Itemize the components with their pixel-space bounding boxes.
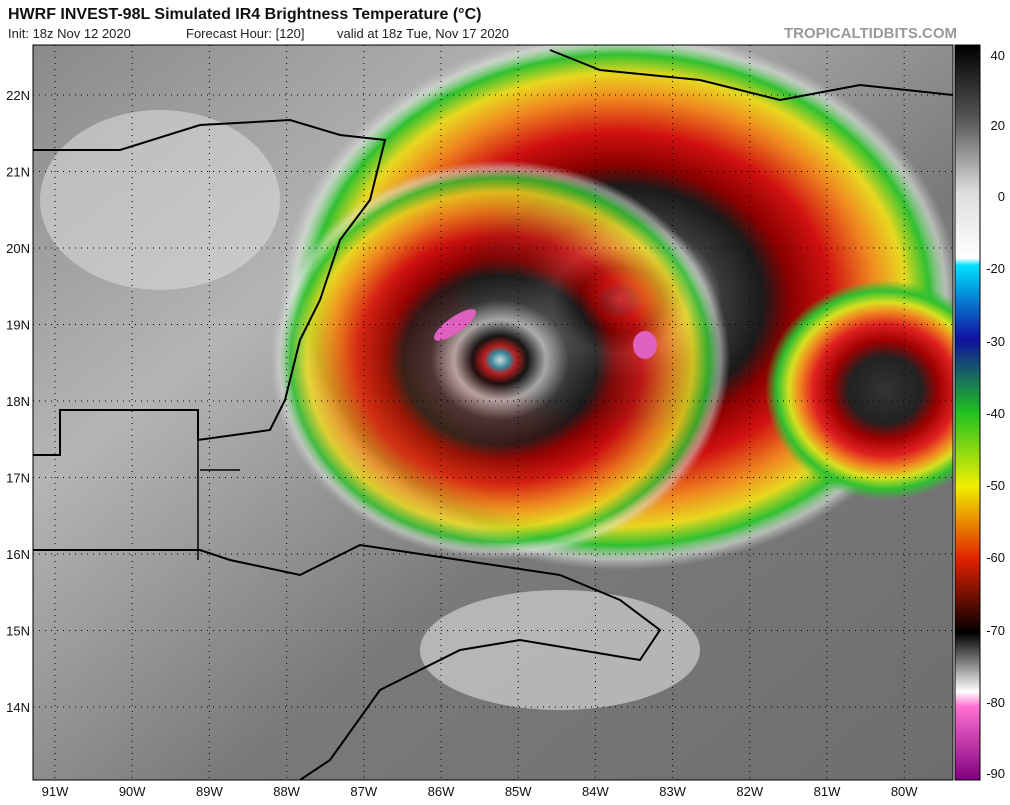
coastline [33, 118, 387, 456]
lat-label: 22N [6, 88, 30, 103]
border [197, 440, 240, 560]
lon-label: 83W [659, 784, 686, 799]
map-frame [32, 44, 954, 781]
colorbar-tick-label: -30 [986, 334, 1005, 349]
credit: TROPICALTIDBITS.COM [784, 25, 957, 42]
lon-label: 85W [505, 784, 532, 799]
lat-label: 20N [6, 241, 30, 256]
cold-top [434, 309, 476, 341]
valid-time: valid at 18z Tue, Nov 17 2020 [337, 26, 509, 41]
lon-label: 86W [428, 784, 455, 799]
colorbar-tick-label: 20 [991, 118, 1005, 133]
lon-label: 88W [273, 784, 300, 799]
lon-label: 91W [42, 784, 69, 799]
lat-label: 16N [6, 547, 30, 562]
lon-label: 80W [891, 784, 918, 799]
colorbar-tick-label: -70 [986, 623, 1005, 638]
lat-label: 14N [6, 700, 30, 715]
cloud [40, 110, 280, 290]
lon-label: 82W [736, 784, 763, 799]
lon-label: 84W [582, 784, 609, 799]
graticule [33, 45, 953, 780]
title: HWRF INVEST-98L Simulated IR4 Brightness… [8, 6, 481, 23]
lat-label: 19N [6, 318, 30, 333]
lat-label: 15N [6, 624, 30, 639]
cold-top [633, 331, 657, 359]
colorbar-tick-label: -90 [986, 766, 1005, 781]
coastline [33, 543, 662, 780]
map [33, 45, 953, 780]
storm-core [270, 160, 730, 560]
colorbar [954, 44, 981, 781]
colorbar-tick-label: -40 [986, 406, 1005, 421]
coastline [549, 49, 953, 102]
colorbar-tick-label: 0 [998, 189, 1005, 204]
colorbar-tick-label: -80 [986, 695, 1005, 710]
colorbar-tick-label: -20 [986, 261, 1005, 276]
cloud [420, 590, 700, 710]
init: Init: 18z Nov 12 2020 [8, 26, 131, 41]
lat-label: 21N [6, 165, 30, 180]
forecast-hour: Forecast Hour: [120] [186, 26, 305, 41]
colorbar-tick-label: 40 [991, 48, 1005, 63]
lon-label: 89W [196, 784, 223, 799]
colorbar-tick-label: -50 [986, 478, 1005, 493]
colorbar-tick-label: -60 [986, 550, 1005, 565]
storm-secondary [765, 280, 953, 500]
lat-label: 18N [6, 394, 30, 409]
lon-label: 90W [119, 784, 146, 799]
lon-label: 81W [814, 784, 841, 799]
lat-label: 17N [6, 471, 30, 486]
lon-label: 87W [350, 784, 377, 799]
